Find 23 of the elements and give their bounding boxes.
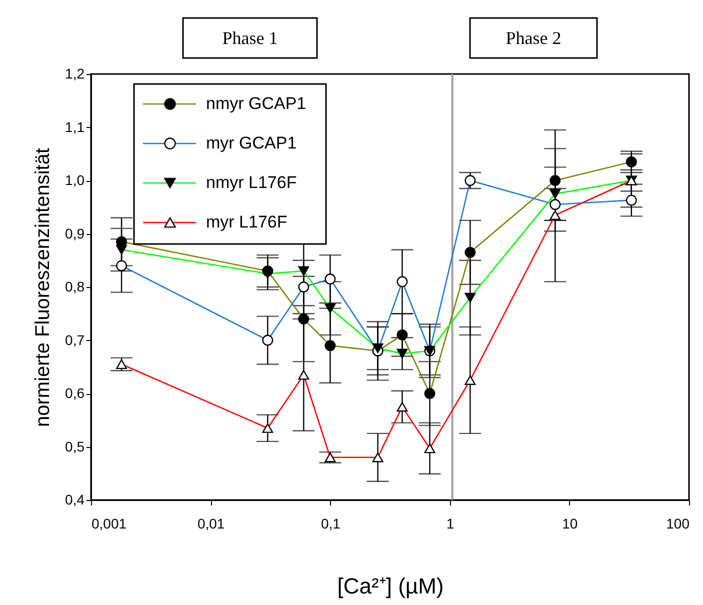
y-tick-label: 1,2 [65,66,85,82]
legend-label: nmyr L176F [206,173,297,192]
x-tick-label: 0,1 [320,516,341,532]
x-tick-label: 10 [562,516,578,532]
x-axis-title: [Ca²⁺] (µM) [337,574,444,598]
y-tick-label: 0,6 [65,385,85,401]
y-tick-label: 0,9 [65,225,85,242]
y-tick-label: 0,7 [65,332,85,348]
text: Phase 2 [506,28,562,48]
y-tick-label: 0,8 [65,278,85,294]
legend-label: myr GCAP1 [206,134,297,152]
y-tick-label: 1,0 [65,172,85,188]
text: Phase 1 [222,28,278,48]
y-tick-label: 1,1 [65,118,85,135]
legend-label: nmyr GCAP1 [206,94,306,113]
y-tick-label: 0,4 [65,492,85,508]
x-tick-label: 100 [666,516,690,532]
y-tick-label: 0,5 [65,438,85,454]
x-tick-label: 0,01 [197,516,225,532]
y-axis-title: normierte Fluoreszenzintensität [32,148,54,428]
x-tick-label: 0,001 [92,516,127,532]
legend-label: myr L176F [206,212,288,232]
x-tick-label: 1 [446,516,454,532]
